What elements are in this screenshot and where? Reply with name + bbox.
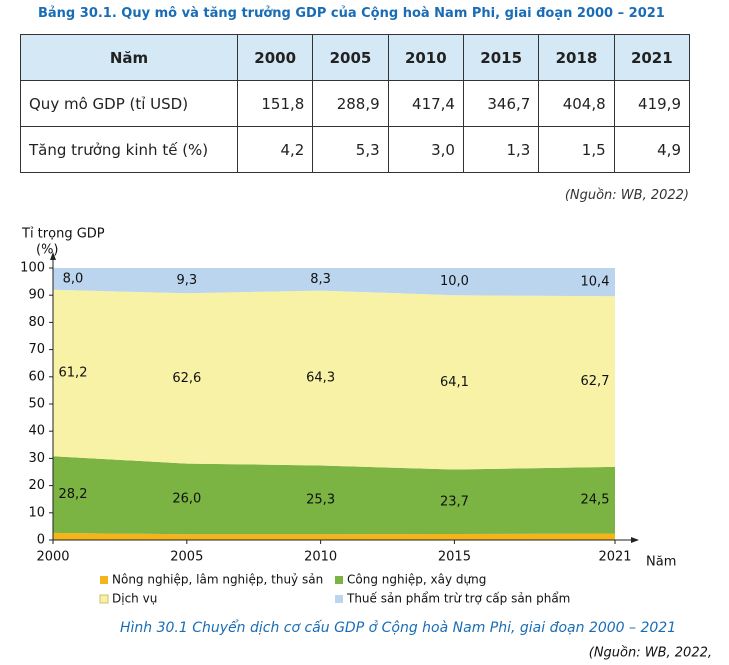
legend-label: Thuế sản phẩm trừ trợ cấp sản phẩm [346, 592, 570, 606]
data-label: 62,7 [581, 374, 610, 389]
data-label: 9,3 [176, 273, 197, 288]
y-tick-label: 0 [37, 533, 45, 548]
data-label: 61,2 [59, 365, 88, 380]
x-label: Năm [646, 555, 676, 570]
y-tick-label: 100 [20, 261, 45, 276]
x-tick-label: 2015 [438, 550, 471, 565]
x-tick-label: 2005 [170, 550, 203, 565]
header-cell: 2021 [613, 34, 691, 81]
data-label: 8,0 [63, 271, 84, 286]
table-cell: 1,3 [462, 126, 540, 173]
data-label: 23,7 [440, 494, 469, 509]
legend-swatch [100, 576, 108, 584]
y-tick-label: 30 [28, 451, 45, 466]
data-label: 10,4 [581, 275, 610, 290]
legend-swatch [335, 595, 343, 603]
header-cell: 2000 [236, 34, 314, 81]
data-table: Năm 2000 2005 2010 2015 2018 2021 Quy mô GDP (… [20, 34, 691, 173]
data-label: 25,3 [306, 492, 335, 507]
legend-label: Công nghiệp, xây dựng [347, 573, 486, 587]
table-cell: Tăng trưởng kinh tế (%) [20, 126, 238, 173]
table-cell: Quy mô GDP (tỉ USD) [20, 80, 238, 127]
legend-swatch [335, 576, 343, 584]
area [53, 456, 615, 535]
table-row: Tăng trưởng kinh tế (%) 4,2 5,3 3,0 1,3 1,5 4,… [20, 126, 691, 173]
data-label: 62,6 [172, 371, 201, 386]
source: (Nguồn: WB, 2022, [589, 646, 712, 661]
table-source: (Nguồn: WB, 2022) [564, 188, 689, 203]
table-cell: 288,9 [312, 80, 389, 127]
data-label: 26,0 [172, 491, 201, 506]
y-tick-label: 40 [28, 424, 45, 439]
header-cell: 2010 [387, 34, 464, 81]
table-cell: 1,5 [538, 126, 615, 173]
y-tick-label: 50 [28, 397, 45, 412]
y-tick-label: 10 [28, 505, 45, 520]
data-label: 64,1 [440, 375, 469, 390]
area [53, 532, 615, 540]
data-label: 8,3 [310, 272, 331, 287]
table-cell: 4,2 [236, 126, 314, 173]
table-cell: 419,9 [613, 80, 691, 127]
x-tick-label: 2021 [598, 550, 631, 565]
table-cell: 151,8 [236, 80, 314, 127]
table-cell: 3,0 [387, 126, 464, 173]
y-tick-label: 60 [28, 369, 45, 384]
x-tick-label: 2000 [36, 550, 69, 565]
data-label: 28,2 [59, 487, 88, 502]
y-unit: (%) [36, 243, 59, 258]
table-cell: 346,7 [462, 80, 540, 127]
y-label: Tỉ trọng GDP [21, 227, 105, 242]
table-title: Bảng 30.1. Quy mô và tăng trưởng GDP của… [38, 6, 665, 21]
legend-label: Nông nghiệp, lâm nghiệp, thuỷ sản [112, 573, 323, 587]
y-tick-label: 70 [28, 342, 45, 357]
legend-swatch [99, 594, 109, 604]
y-tick-label: 20 [28, 478, 45, 493]
data-label: 24,5 [581, 493, 610, 508]
area [53, 289, 615, 470]
area [53, 268, 615, 297]
x-arrow [631, 537, 639, 543]
header-cell: 2005 [312, 34, 389, 81]
header-cell: 2015 [462, 34, 540, 81]
y-arrow [50, 252, 56, 260]
y-tick-label: 80 [28, 315, 45, 330]
header-row: Năm 2000 2005 2010 2015 2018 2021 [20, 34, 691, 81]
y-tick-label: 90 [28, 288, 45, 303]
legend-label: Dịch vụ [112, 592, 157, 606]
table-cell: 404,8 [538, 80, 615, 127]
data-label: 64,3 [306, 371, 335, 386]
table-cell: 4,9 [613, 126, 691, 173]
data-label: 10,0 [440, 274, 469, 289]
caption: Hình 30.1 Chuyển dịch cơ cấu GDP ở Cộng … [120, 619, 676, 636]
x-tick-label: 2010 [304, 550, 337, 565]
